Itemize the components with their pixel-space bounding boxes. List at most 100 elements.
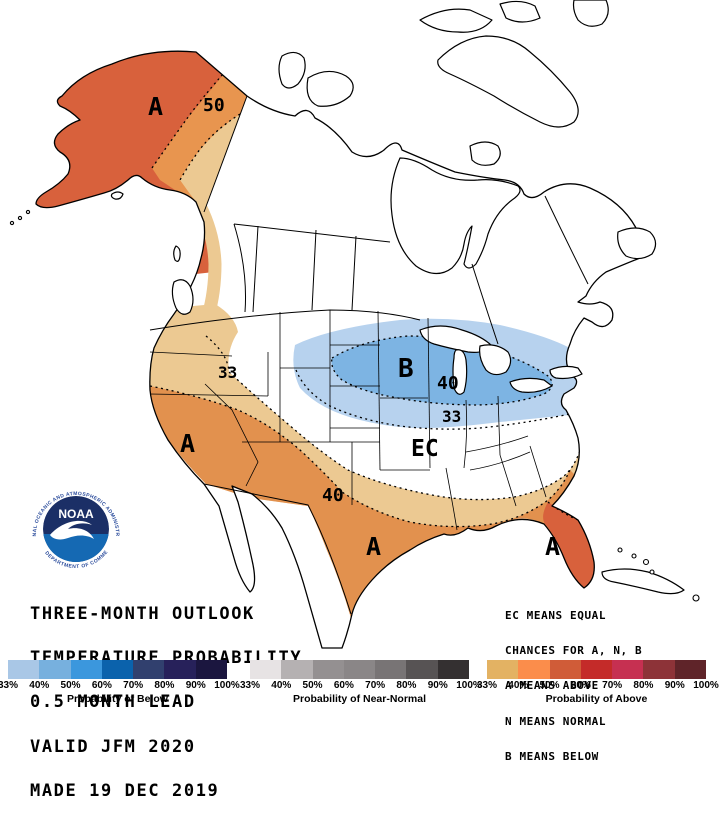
greenland-tip — [572, 0, 609, 27]
contour-alaska-40 — [179, 113, 241, 181]
seagull-icon — [50, 520, 94, 540]
label-california-above: A — [180, 429, 195, 458]
colorbar-segment — [518, 660, 550, 679]
region-above-alaska-33 — [180, 114, 240, 212]
devon-island — [499, 0, 541, 23]
legend-line-4: N MEANS NORMAL — [505, 714, 607, 728]
colorbar-ticks: 33% 40% 50% 60% 70% 80% 90% 100% — [0, 680, 240, 692]
north-america-outlook-map: A 50 33 A 40 A A B 40 33 EC — [9, 0, 700, 649]
colorbar-tick-label: 80% — [154, 680, 175, 691]
contour-alaska-50 — [151, 65, 231, 169]
colorbar-segment — [250, 660, 282, 679]
colorbar-tick-label: 60% — [570, 680, 591, 691]
colorbar-tick-label: 33% — [239, 680, 261, 691]
colorbar-ticks: 33% 40% 50% 60% 70% 80% 90% 100% — [477, 680, 719, 692]
title-line-1: THREE-MONTH OUTLOOK — [30, 603, 255, 624]
colorbar-segment — [643, 660, 675, 679]
colorbar-tick-label: 50% — [539, 680, 560, 691]
us-mexico-border — [203, 483, 352, 615]
colorbar-swatches — [250, 660, 469, 679]
colorbar-tick-label: 40% — [271, 680, 292, 691]
colorbar-segment — [195, 660, 227, 679]
legend-line-3: A MEANS ABOVE — [505, 679, 599, 693]
cuba — [601, 568, 685, 595]
region-above-florida-50 — [543, 502, 595, 588]
colorbar-tick-label: 100% — [214, 680, 240, 691]
label-midwest-33: 33 — [442, 407, 461, 426]
colorbar-segment — [312, 660, 344, 679]
coastlines — [9, 0, 700, 649]
colorbar-segment — [549, 660, 581, 679]
newfoundland — [617, 227, 657, 260]
colorbar-tick-label: 60% — [333, 680, 354, 691]
colorbar-segment — [406, 660, 438, 679]
title-line-4: VALID JFM 2020 — [30, 736, 196, 757]
haida-gwaii — [173, 245, 181, 262]
colorbar-caption: Probability of Below — [67, 693, 168, 705]
colorbar-tick-label: 50% — [60, 680, 81, 691]
colorbar-tick-label: 90% — [185, 680, 206, 691]
southampton-island — [469, 141, 501, 166]
aleutian-islands — [9, 209, 31, 226]
colorbar-segment — [101, 660, 134, 679]
region-above-bc-coastal-strip — [193, 199, 222, 323]
lake-huron — [479, 344, 512, 376]
label-west-33: 33 — [218, 363, 237, 382]
alaska-canada-border — [203, 95, 248, 213]
bahamas-islands — [617, 547, 700, 602]
colorbar-segment — [39, 660, 71, 679]
label-southwest-40: 40 — [322, 485, 344, 506]
lake-ontario — [549, 365, 583, 380]
lake-michigan — [452, 349, 468, 395]
colorbar-caption: Probability of Above — [545, 693, 648, 705]
legend-line-2: CHANCES FOR A, N, B — [505, 643, 643, 657]
banks-island — [278, 51, 306, 89]
colorbar-segment — [8, 660, 40, 679]
great-lakes — [419, 325, 583, 395]
hudson-bay — [390, 157, 521, 275]
colorbar-tick-label: 70% — [365, 680, 386, 691]
colorbar-segment — [674, 660, 706, 679]
colorbar-tick-label: 100% — [456, 680, 482, 691]
us-state-borders — [149, 310, 547, 531]
label-alaska-50: 50 — [203, 95, 225, 116]
colorbar-tick-label: 60% — [91, 680, 112, 691]
colorbar-probability-near-normal: 33% 40% 50% 60% 70% 80% 90% 100% Probability of… — [240, 660, 482, 705]
colorbar-segment — [70, 660, 102, 679]
colorbar-segment — [281, 660, 313, 679]
colorbar-segment — [580, 660, 613, 679]
colorbar-tick-label: 33% — [476, 680, 498, 691]
logo-acronym: NOAA — [58, 507, 94, 521]
contour-below-40 — [331, 335, 553, 406]
colorbar-swatches — [8, 660, 227, 679]
kodiak-island — [110, 191, 124, 200]
colorbar-tick-label: 80% — [633, 680, 654, 691]
colorbar-tick-label: 80% — [396, 680, 417, 691]
colorbar-swatches — [487, 660, 706, 679]
outlook-map-page: A 50 33 A 40 A A B 40 33 EC NATIONAL OCE… — [0, 0, 719, 800]
region-above-south-40 — [150, 386, 596, 618]
colorbar-segment — [133, 660, 165, 679]
colorbar-tick-label: 70% — [123, 680, 144, 691]
colorbar-segment — [343, 660, 376, 679]
label-alaska-above: A — [148, 92, 163, 121]
colorbar-ticks: 33% 40% 50% 60% 70% 80% 90% 100% — [240, 680, 482, 692]
colorbar-caption: Probability of Near-Normal — [292, 693, 427, 705]
noaa-logo: NATIONAL OCEANIC AND ATMOSPHERIC ADMINIS… — [30, 483, 122, 575]
colorbar-tick-label: 40% — [29, 680, 50, 691]
colorbar-segment — [612, 660, 644, 679]
colorbar-probability-above: 33% 40% 50% 60% 70% 80% 90% 100% Probability of… — [477, 660, 719, 705]
contour-south-40 — [149, 385, 571, 528]
colorbar-tick-label: 100% — [693, 680, 719, 691]
colorbar-segment — [437, 660, 469, 679]
legend-line-1: EC MEANS EQUAL — [505, 608, 607, 622]
colorbar-tick-label: 90% — [664, 680, 685, 691]
colorbar-tick-label: 33% — [0, 680, 19, 691]
colorbar-segment — [164, 660, 196, 679]
political-borders — [149, 95, 589, 615]
colorbar-probability-below: 33% 40% 50% 60% 70% 80% 90% 100% Probability of… — [0, 660, 240, 705]
lake-erie — [509, 377, 553, 393]
label-texas-above: A — [366, 532, 381, 561]
baffin-island — [437, 35, 579, 128]
victoria-island — [306, 70, 354, 107]
